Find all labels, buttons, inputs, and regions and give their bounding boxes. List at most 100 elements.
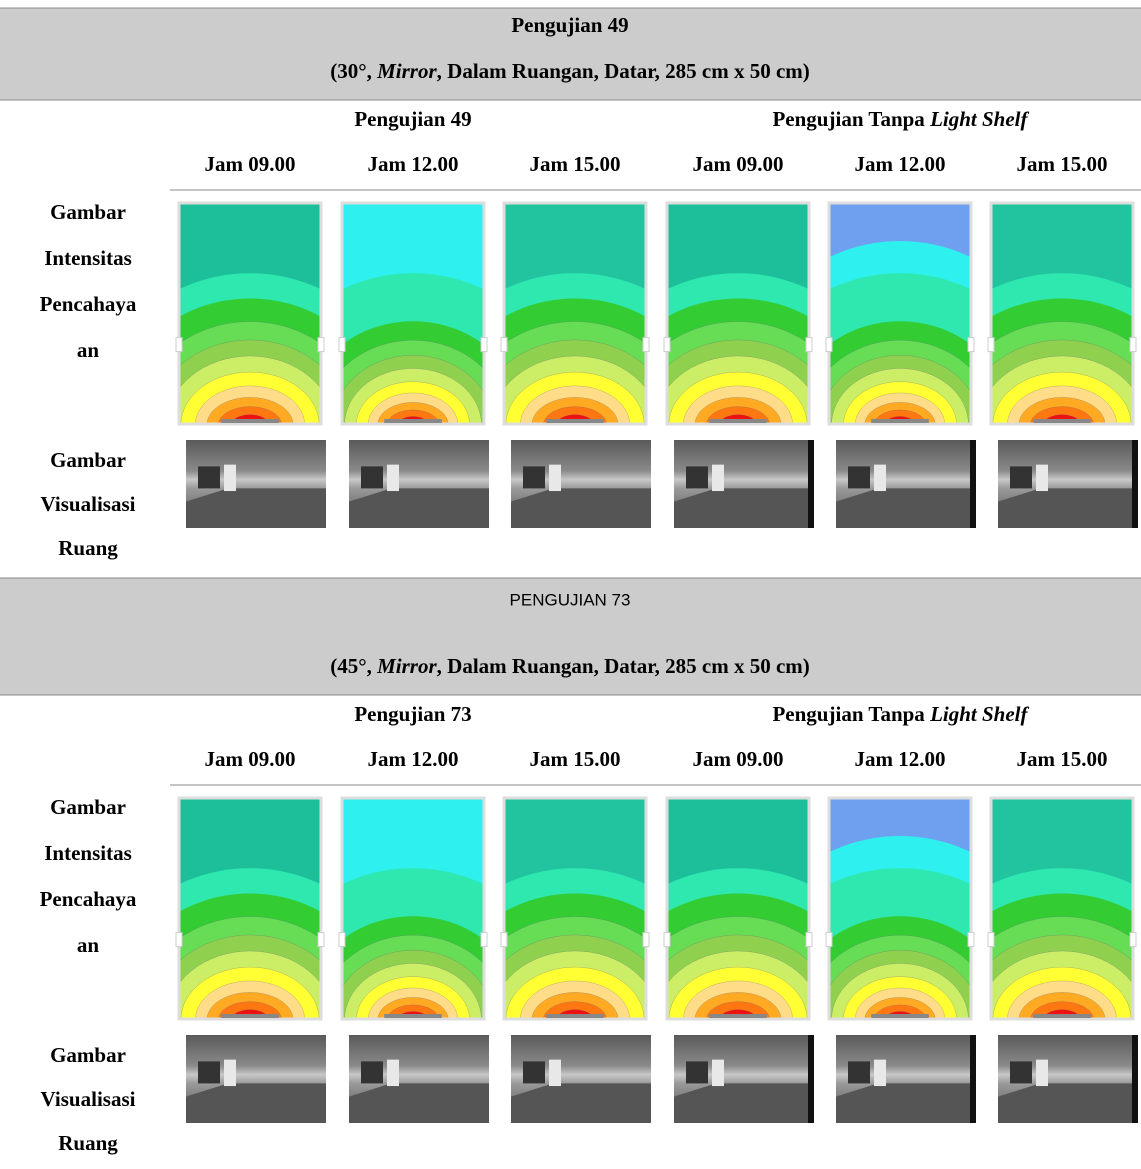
- room-render: [349, 1035, 489, 1123]
- room-render: [836, 1035, 976, 1123]
- time-header: Jam 09.00: [693, 747, 784, 771]
- wall-light: [549, 1060, 561, 1086]
- room-render: [998, 1035, 1138, 1123]
- window: [709, 1014, 767, 1018]
- notch: [339, 933, 345, 947]
- notch: [176, 338, 182, 352]
- window: [221, 419, 279, 423]
- room-render: [998, 440, 1138, 528]
- group-header-part: Light Shelf: [929, 107, 1029, 131]
- row-label: Intensitas: [44, 246, 132, 270]
- wall-light: [387, 1060, 399, 1086]
- window: [1010, 466, 1032, 488]
- row-label: Pencahaya: [40, 887, 137, 911]
- notch: [826, 933, 832, 947]
- group-header-part: Pengujian 49: [354, 107, 471, 131]
- notch: [988, 933, 994, 947]
- window: [709, 419, 767, 423]
- window: [523, 466, 545, 488]
- row-label: Visualisasi: [41, 1087, 136, 1111]
- row-label: an: [77, 338, 100, 362]
- section-subtitle-part: (45°,: [330, 654, 377, 678]
- wall-light: [874, 465, 886, 491]
- window: [546, 419, 604, 423]
- row-label: an: [77, 933, 100, 957]
- window: [848, 466, 870, 488]
- notch: [318, 338, 324, 352]
- wall-light: [224, 1060, 236, 1086]
- section-subtitle: (45°, Mirror, Dalam Ruangan, Datar, 285 …: [330, 654, 810, 678]
- window: [523, 1061, 545, 1083]
- window: [546, 1014, 604, 1018]
- notch: [318, 933, 324, 947]
- notch: [806, 338, 812, 352]
- time-header: Jam 15.00: [530, 152, 621, 176]
- notch: [176, 933, 182, 947]
- group-header-part: Light Shelf: [929, 702, 1029, 726]
- wall-light: [1036, 1060, 1048, 1086]
- window: [686, 1061, 708, 1083]
- group-header: Pengujian 73: [354, 702, 471, 726]
- column: [1132, 1035, 1138, 1123]
- section-subtitle-part: , Dalam Ruangan, Datar, 285 cm x 50 cm): [437, 59, 810, 83]
- room-render: [349, 440, 489, 528]
- window: [1010, 1061, 1032, 1083]
- group-header-part: Pengujian Tanpa: [772, 107, 930, 131]
- row-label: Gambar: [50, 448, 126, 472]
- time-header: Jam 15.00: [1017, 747, 1108, 771]
- window: [1033, 1014, 1091, 1018]
- column: [808, 440, 814, 528]
- window: [361, 466, 383, 488]
- section-subtitle: (30°, Mirror, Dalam Ruangan, Datar, 285 …: [330, 59, 810, 83]
- room-render: [511, 440, 651, 528]
- window: [848, 1061, 870, 1083]
- window: [384, 1014, 442, 1018]
- window: [384, 419, 442, 423]
- notch: [643, 338, 649, 352]
- window: [221, 1014, 279, 1018]
- notch: [806, 933, 812, 947]
- page: Pengujian 49 (30°, Mirror, Dalam Ruangan,…: [0, 0, 1141, 1169]
- section-subtitle-part: Mirror: [376, 654, 437, 678]
- time-header: Jam 12.00: [855, 747, 946, 771]
- room-render: [511, 1035, 651, 1123]
- notch: [481, 933, 487, 947]
- row-label: Ruang: [58, 536, 118, 560]
- wall-light: [712, 465, 724, 491]
- row-label: Gambar: [50, 200, 126, 224]
- section-title: PENGUJIAN 73: [510, 590, 631, 609]
- wall-light: [874, 1060, 886, 1086]
- section-title: Pengujian 49: [511, 13, 628, 37]
- group-header: Pengujian Tanpa Light Shelf: [772, 107, 1029, 131]
- window: [198, 466, 220, 488]
- time-header: Jam 12.00: [855, 152, 946, 176]
- room-render: [674, 1035, 814, 1123]
- room-render: [186, 440, 326, 528]
- time-header: Jam 12.00: [368, 747, 459, 771]
- notch: [501, 338, 507, 352]
- notch: [968, 338, 974, 352]
- column: [970, 1035, 976, 1123]
- room-render: [674, 440, 814, 528]
- notch: [664, 933, 670, 947]
- time-header: Jam 09.00: [693, 152, 784, 176]
- window: [871, 419, 929, 423]
- group-header: Pengujian Tanpa Light Shelf: [772, 702, 1029, 726]
- notch: [339, 338, 345, 352]
- notch: [968, 933, 974, 947]
- window: [198, 1061, 220, 1083]
- row-label: Pencahaya: [40, 292, 137, 316]
- wall-light: [387, 465, 399, 491]
- group-header-part: Pengujian Tanpa: [772, 702, 930, 726]
- section-subtitle-part: Mirror: [376, 59, 437, 83]
- window: [871, 1014, 929, 1018]
- notch: [643, 933, 649, 947]
- time-header: Jam 15.00: [530, 747, 621, 771]
- group-header: Pengujian 49: [354, 107, 471, 131]
- row-label: Intensitas: [44, 841, 132, 865]
- row-label: Ruang: [58, 1131, 118, 1155]
- column: [970, 440, 976, 528]
- notch: [481, 338, 487, 352]
- time-header: Jam 09.00: [205, 152, 296, 176]
- window: [361, 1061, 383, 1083]
